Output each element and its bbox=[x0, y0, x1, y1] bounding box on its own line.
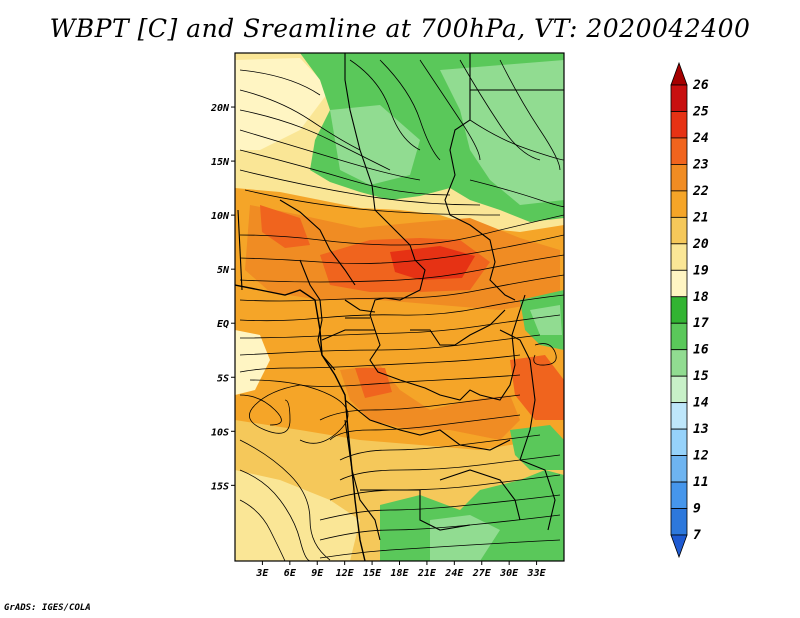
lon-tick-label: 27E bbox=[472, 568, 492, 579]
lat-tick-label: 15S bbox=[211, 481, 229, 492]
lat-tick-label: 20N bbox=[210, 103, 230, 114]
wbpt-region-23-east bbox=[510, 355, 564, 420]
colorbar-label: 18 bbox=[693, 290, 709, 305]
coastline bbox=[235, 284, 366, 561]
colorbar-legend: 26 25 24 23 22 21 20 19 18 17 16 15 14 13 12 11 9 7 bbox=[670, 61, 709, 559]
wbpt-region-16-south bbox=[430, 515, 500, 561]
map-field bbox=[235, 53, 564, 561]
colorbar-label: 12 bbox=[693, 449, 709, 464]
colorbar-label: 22 bbox=[692, 184, 709, 199]
streamlines bbox=[239, 59, 564, 561]
latitude-axis: 20N 15N 10N 5N EQ 5S 10S 15S bbox=[210, 103, 235, 492]
colorbar-swatch bbox=[670, 137, 688, 165]
wbpt-region-18-south bbox=[235, 330, 270, 395]
colorbar-label: 20 bbox=[692, 237, 709, 252]
wbpt-region-23-south bbox=[355, 368, 392, 398]
colorbar-swatch bbox=[670, 84, 688, 112]
lon-tick-label: 18E bbox=[390, 568, 409, 579]
grads-credit: GrADS: IGES/COLA bbox=[4, 603, 91, 613]
colorbar-label: 26 bbox=[692, 78, 709, 93]
colorbar-under-triangle bbox=[670, 534, 688, 559]
wbpt-region-24-core bbox=[390, 246, 475, 280]
colorbar-label: 7 bbox=[693, 528, 701, 543]
country-borders bbox=[237, 53, 564, 541]
colorbar-swatch bbox=[670, 243, 688, 271]
colorbar-swatch bbox=[670, 402, 688, 430]
lon-tick-label: 21E bbox=[417, 568, 437, 579]
wbpt-region-16-north bbox=[440, 60, 564, 205]
lon-tick-label: 33E bbox=[527, 568, 547, 579]
colorbar-over-triangle bbox=[670, 61, 688, 86]
colorbar-label: 25 bbox=[692, 104, 709, 119]
colorbar-label: 19 bbox=[693, 263, 709, 278]
colorbar-label: 24 bbox=[692, 131, 709, 146]
lon-tick-label: 30E bbox=[499, 568, 519, 579]
wbpt-region-16-east bbox=[530, 305, 562, 335]
colorbar-swatch bbox=[670, 375, 688, 404]
lon-tick-label: 6E bbox=[284, 568, 297, 579]
lon-tick-label: 12E bbox=[336, 568, 355, 579]
wbpt-region-17-south bbox=[380, 470, 564, 561]
lat-tick-label: EQ bbox=[217, 319, 229, 330]
colorbar-swatch bbox=[670, 190, 688, 218]
colorbar-label: 14 bbox=[693, 396, 709, 411]
lon-tick-label: 3E bbox=[255, 568, 269, 579]
longitude-axis: 3E 6E 9E 12E 15E 18E 21E 24E 27E 30E 33E bbox=[255, 561, 547, 579]
wbpt-region-18 bbox=[235, 58, 330, 150]
colorbar-swatch bbox=[670, 508, 688, 536]
lat-tick-label: 10S bbox=[211, 427, 229, 438]
colorbar-swatch bbox=[670, 111, 688, 139]
colorbar-label: 21 bbox=[692, 210, 709, 225]
chart-title: WBPT [C] and Sreamline at 700hPa, VT: 20… bbox=[49, 14, 751, 43]
colorbar-swatch bbox=[670, 349, 688, 377]
wbpt-region-16-north-b bbox=[330, 105, 420, 185]
colorbar-swatch bbox=[670, 481, 688, 509]
lon-tick-label: 24E bbox=[444, 568, 464, 579]
lon-tick-label: 9E bbox=[311, 568, 324, 579]
lat-tick-label: 5N bbox=[217, 265, 230, 276]
colorbar-swatch bbox=[670, 164, 688, 192]
colorbar-label: 17 bbox=[693, 316, 709, 331]
colorbar-swatch bbox=[670, 269, 688, 298]
colorbar-label: 23 bbox=[692, 157, 709, 172]
colorbar-label: 16 bbox=[693, 343, 709, 358]
colorbar-label: 9 bbox=[693, 502, 701, 517]
lon-tick-label: 15E bbox=[363, 568, 382, 579]
colorbar-swatch bbox=[670, 322, 688, 351]
colorbar-swatch bbox=[670, 296, 688, 324]
lat-tick-label: 15N bbox=[211, 157, 230, 168]
colorbar-label: 11 bbox=[693, 475, 709, 490]
colorbar-swatch bbox=[670, 455, 688, 483]
colorbar-label: 15 bbox=[693, 369, 709, 384]
colorbar-label: 13 bbox=[693, 422, 709, 437]
colorbar-swatch bbox=[670, 428, 688, 456]
colorbar-swatch bbox=[670, 216, 688, 245]
lat-tick-label: 10N bbox=[211, 211, 230, 222]
lat-tick-label: 5S bbox=[217, 373, 229, 384]
wbpt-region-17-se bbox=[510, 425, 564, 470]
